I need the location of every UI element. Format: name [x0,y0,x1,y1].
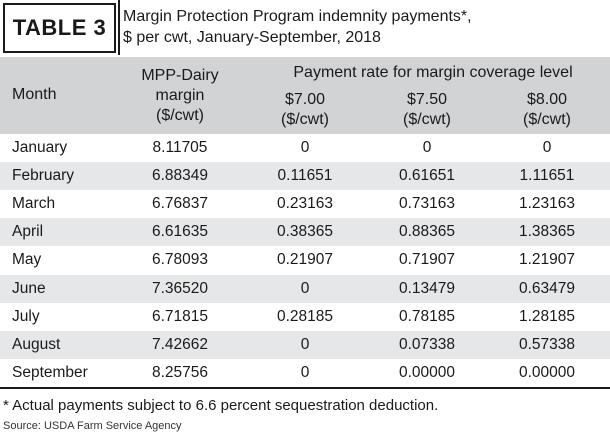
source-note: Source: USDA Farm Service Agency [3,420,182,432]
cell-rate-700: 0.23163 [276,195,334,213]
column-header-mpp-line3: ($/cwt) [156,107,204,124]
cell-mpp-margin: 6.76837 [151,195,209,213]
column-header-rate-800-line1: $8.00 [526,91,568,108]
column-group-header-payment-rate: Payment rate for margin coverage level [293,64,573,81]
table-header: TABLE 3 Margin Protection Program indemn… [0,0,610,59]
cell-rate-750: 0.61651 [398,167,456,185]
cell-mpp-margin: 6.71815 [151,307,209,325]
table-title-line1: Margin Protection Program indemnity paym… [123,8,472,25]
table-number-label: TABLE 3 [3,3,116,53]
table-row: January 8.11705 0 0 0 [0,134,610,162]
cell-rate-800: 1.38365 [518,223,576,241]
cell-rate-800: 0.00000 [518,363,576,381]
cell-rate-800: 0.63479 [518,279,576,297]
cell-mpp-margin: 7.36520 [151,279,209,297]
cell-mpp-margin: 8.11705 [152,139,208,156]
table-title-line2: $ per cwt, January-September, 2018 [123,29,381,46]
footnote: * Actual payments subject to 6.6 percent… [3,397,439,414]
cell-rate-750: 0.73163 [398,195,456,213]
cell-month: August [12,335,61,353]
table-row: June 7.36520 0 0.13479 0.63479 [0,274,610,303]
column-header-mpp-margin: MPP-Dairy margin ($/cwt) [120,66,240,126]
cell-mpp-margin: 6.78093 [151,251,209,269]
cell-rate-700: 0.38365 [276,223,334,241]
cell-rate-750: 0.88365 [398,223,456,241]
table-row: May 6.78093 0.21907 0.71907 1.21907 [0,246,610,274]
table-row: September 8.25756 0 0.00000 0.00000 [0,359,610,387]
cell-rate-800: 1.21907 [518,251,576,269]
table-row: March 6.76837 0.23163 0.73163 1.23163 [0,190,610,218]
cell-rate-700: 0 [300,279,310,297]
cell-rate-750: 0 [422,139,432,156]
column-header-rate-700-line2: ($/cwt) [281,111,329,128]
table-row: August 7.42662 0 0.07338 0.57338 [0,330,610,359]
cell-rate-700: 0.11651 [277,167,333,185]
cell-month: April [12,223,44,241]
column-header-rate-800: $8.00 ($/cwt) [492,90,602,130]
cell-mpp-margin: 6.61635 [151,223,209,241]
cell-rate-750: 0.78185 [398,307,456,325]
cell-rate-700: 0 [300,363,310,381]
cell-mpp-margin: 7.42662 [151,335,209,353]
cell-rate-750: 0.71907 [398,251,456,269]
table-title: Margin Protection Program indemnity paym… [123,6,593,48]
header-divider [118,0,120,55]
cell-rate-700: 0 [300,335,310,353]
column-header-month: Month [12,86,57,103]
cell-rate-800: 1.28185 [518,307,576,325]
cell-month: July [12,307,40,325]
column-header-rate-750: $7.50 ($/cwt) [372,90,482,130]
column-header-band [0,57,610,134]
cell-mpp-margin: 8.25756 [151,363,209,381]
column-header-rate-700-line1: $7.00 [284,91,326,108]
cell-rate-800: 1.23163 [518,195,576,213]
cell-month: June [12,279,46,297]
cell-rate-700: 0.28185 [276,307,334,325]
cell-rate-800: 0.57338 [518,335,576,353]
table-row: February 6.88349 0.11651 0.61651 1.11651 [0,162,610,191]
column-header-mpp-line2: margin [155,87,205,104]
column-header-rate-750-line2: ($/cwt) [403,111,451,128]
column-header-rate-700: $7.00 ($/cwt) [250,90,360,130]
cell-rate-800: 0 [542,139,552,156]
cell-rate-700: 0 [300,139,310,156]
cell-rate-750: 0.00000 [398,363,456,381]
table-bottom-rule [0,387,610,389]
cell-month: February [12,167,75,185]
table-row: April 6.61635 0.38365 0.88365 1.38365 [0,218,610,247]
table-row: July 6.71815 0.28185 0.78185 1.28185 [0,303,610,331]
cell-month: September [12,363,88,381]
cell-mpp-margin: 6.88349 [151,167,209,185]
column-header-mpp-line1: MPP-Dairy [141,67,219,84]
cell-rate-750: 0.13479 [398,279,456,297]
column-header-rate-800-line2: ($/cwt) [523,111,571,128]
cell-rate-800: 1.11651 [519,167,575,185]
cell-month: January [12,139,68,156]
cell-month: March [12,195,56,213]
cell-rate-750: 0.07338 [398,335,456,353]
cell-rate-700: 0.21907 [276,251,334,269]
cell-month: May [12,251,42,269]
column-header-rate-750-line1: $7.50 [406,91,448,108]
